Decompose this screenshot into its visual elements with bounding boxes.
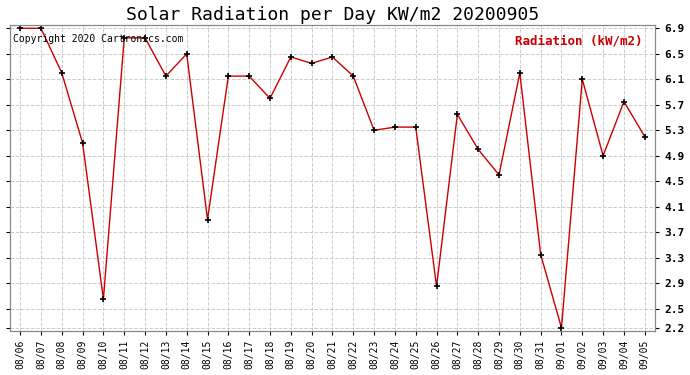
Text: Copyright 2020 Cartronics.com: Copyright 2020 Cartronics.com	[13, 34, 184, 44]
Text: Radiation (kW/m2): Radiation (kW/m2)	[515, 34, 642, 47]
Title: Solar Radiation per Day KW/m2 20200905: Solar Radiation per Day KW/m2 20200905	[126, 6, 539, 24]
